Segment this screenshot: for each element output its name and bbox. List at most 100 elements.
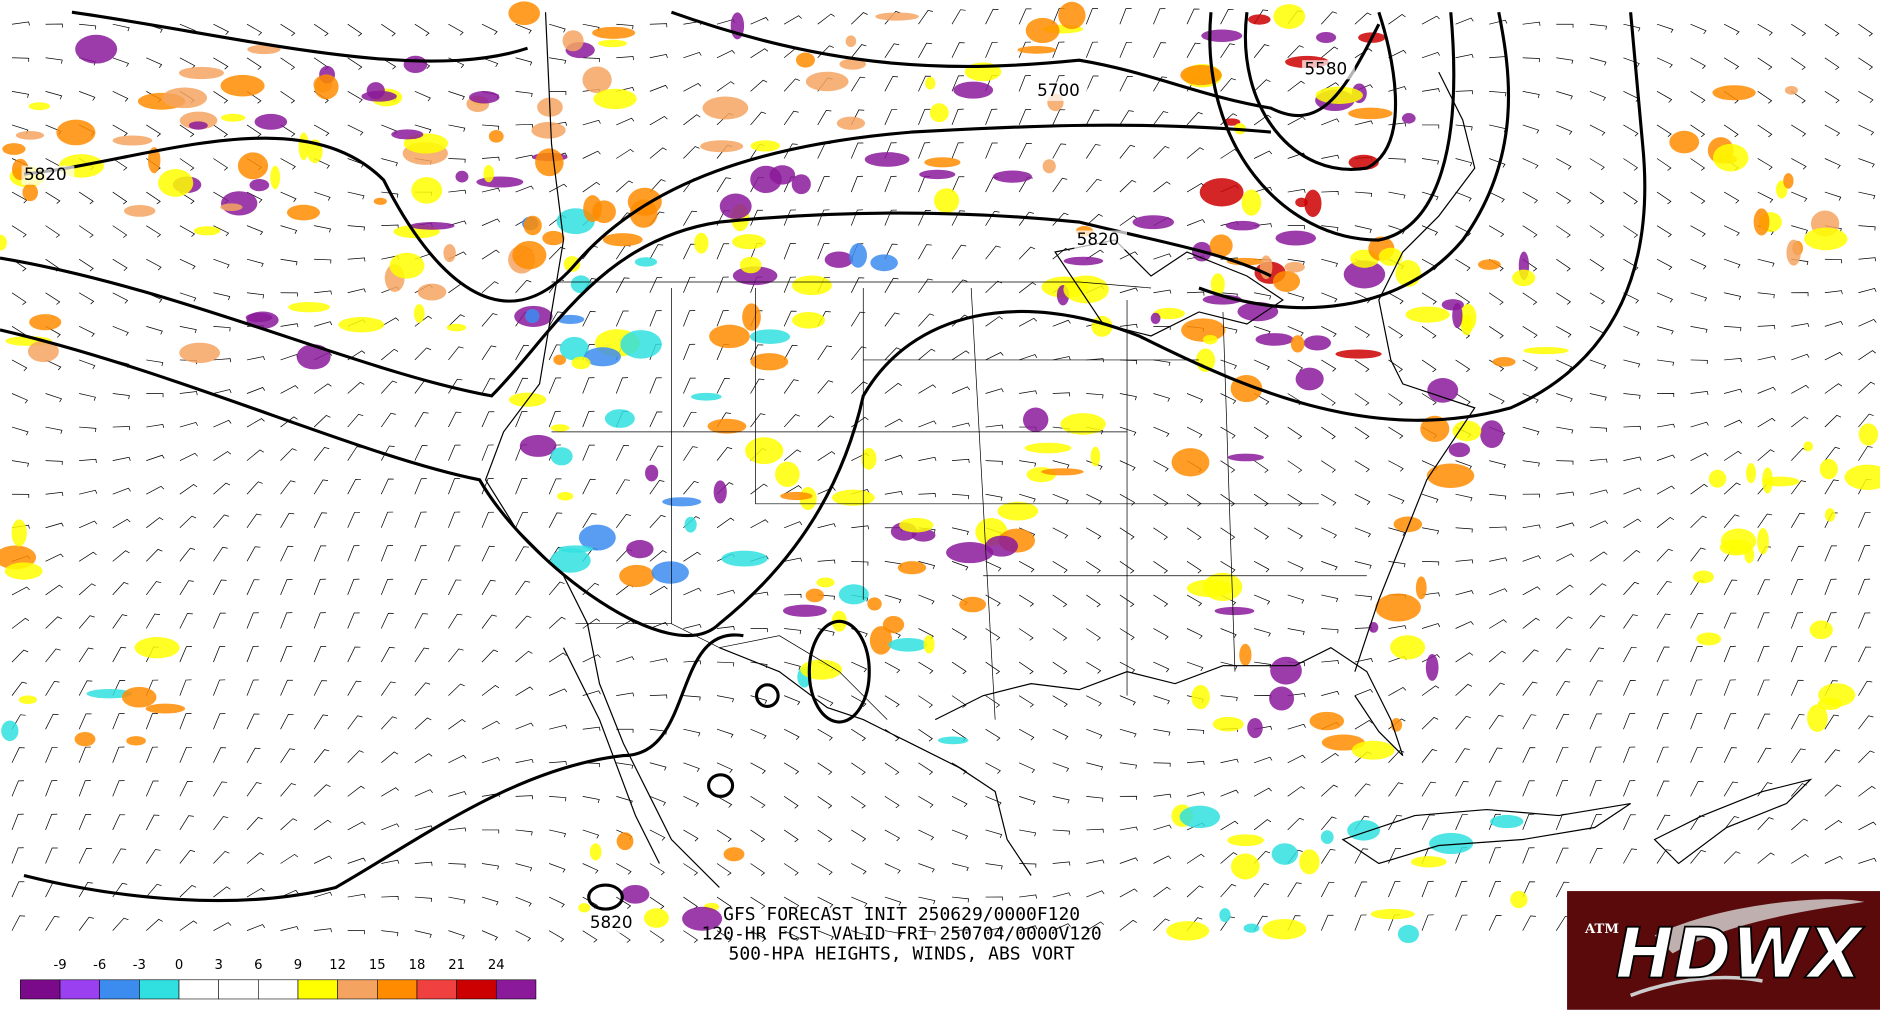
- wind-barb: [1522, 426, 1540, 436]
- wind-barb: [414, 478, 427, 495]
- vorticity-blob: [1227, 834, 1264, 847]
- wind-barb: [112, 23, 130, 32]
- wind-barb: [750, 378, 765, 394]
- wind-barb: [179, 746, 192, 763]
- wind-barb: [1656, 191, 1672, 205]
- wind-barb: [112, 582, 129, 596]
- wind-barb: [1623, 848, 1638, 864]
- wind-barb: [918, 456, 937, 461]
- wind-barb: [683, 446, 698, 461]
- vorticity-blob: [592, 26, 636, 39]
- wind-barb: [347, 578, 360, 596]
- wind-barb: [548, 478, 562, 495]
- wind-barb: [1321, 359, 1337, 372]
- wind-barb: [1790, 480, 1807, 495]
- contour-label: 5580: [1304, 59, 1347, 79]
- vorticity-blob: [1316, 32, 1337, 44]
- wind-barb: [448, 444, 461, 461]
- vorticity-blob: [684, 516, 697, 533]
- wind-barb: [481, 930, 499, 941]
- wind-barb: [1254, 756, 1273, 764]
- wind-barb: [1388, 326, 1404, 339]
- wind-barb: [45, 553, 64, 562]
- wind-barb: [918, 493, 936, 498]
- vorticity-blob: [134, 637, 180, 659]
- vorticity-blob: [1390, 635, 1426, 660]
- vorticity-blob: [1060, 413, 1106, 435]
- vorticity-blob: [158, 169, 194, 197]
- vorticity-blob: [805, 71, 849, 92]
- vorticity-blob: [1275, 230, 1316, 246]
- wind-barb: [1791, 57, 1806, 71]
- wind-barb: [985, 316, 1003, 327]
- logo-background: [1567, 891, 1880, 1010]
- wind-barb: [1321, 784, 1338, 797]
- wind-barb: [1220, 884, 1237, 898]
- wind-barb: [1858, 57, 1874, 70]
- wind-barb: [112, 647, 127, 663]
- wind-barb: [817, 487, 836, 495]
- wind-barb: [481, 57, 499, 67]
- wind-barb: [1455, 781, 1469, 797]
- wind-barb: [280, 545, 294, 562]
- wind-barb: [45, 426, 63, 434]
- wind-barb: [448, 124, 466, 132]
- wind-barb: [1489, 493, 1507, 500]
- wind-barb: [1556, 460, 1574, 465]
- vorticity-blob: [1523, 346, 1569, 355]
- wind-barb: [347, 785, 365, 797]
- wind-barb: [1086, 661, 1102, 674]
- vorticity-blob: [875, 12, 919, 21]
- vorticity-blob: [959, 596, 987, 613]
- vorticity-blob: [121, 686, 157, 708]
- wind-barb: [45, 491, 64, 496]
- wind-barb: [280, 889, 299, 898]
- vorticity-blob: [749, 329, 791, 344]
- wind-barb: [951, 75, 964, 92]
- contour-label: 5700: [1037, 80, 1080, 100]
- wind-barb: [1086, 762, 1104, 771]
- wind-barb: [817, 728, 833, 741]
- wind-barb: [1086, 795, 1104, 802]
- wind-barb: [1656, 423, 1675, 428]
- wind-barb: [1488, 847, 1501, 864]
- wind-barb: [1723, 713, 1737, 730]
- wind-barb: [1589, 57, 1607, 66]
- wind-barb: [985, 280, 1003, 294]
- wind-barb: [213, 850, 230, 864]
- wind-barb: [918, 42, 932, 58]
- vorticity-blob: [1262, 919, 1307, 940]
- wind-barb: [683, 146, 700, 159]
- vorticity-blob: [559, 336, 589, 361]
- wind-barb: [179, 815, 194, 831]
- wind-barb: [45, 225, 61, 238]
- vorticity-blob: [1241, 189, 1262, 216]
- vorticity-blob: [700, 140, 744, 153]
- colorbar: -9 -6 -3 0 3 6 9 12 15 18 21 24: [20, 958, 537, 1000]
- wind-barb: [1723, 579, 1738, 596]
- wind-barb: [79, 458, 97, 463]
- wind-barb: [683, 343, 696, 361]
- wind-barb: [1086, 358, 1104, 363]
- vorticity-blob: [1230, 853, 1260, 880]
- wind-barb: [11, 813, 24, 831]
- wind-barb: [1690, 547, 1706, 562]
- wind-barb: [1723, 23, 1740, 36]
- wind-barb: [817, 930, 834, 941]
- vorticity-blob: [1477, 259, 1501, 270]
- wind-barb: [783, 930, 800, 942]
- wind-barb: [11, 57, 30, 62]
- wind-barb: [850, 346, 867, 361]
- vorticity-blob: [1415, 576, 1427, 600]
- wind-barb: [414, 682, 431, 696]
- wind-barb: [1858, 225, 1876, 231]
- vorticity-blob: [523, 215, 542, 236]
- wind-barb: [1388, 191, 1406, 199]
- wind-barb: [1220, 326, 1238, 334]
- wind-barb: [1019, 796, 1036, 806]
- wind-barb: [783, 379, 799, 394]
- wind-barb: [784, 593, 802, 598]
- wind-barb: [246, 852, 264, 864]
- wind-barb: [884, 209, 897, 226]
- wind-barb: [1287, 628, 1305, 636]
